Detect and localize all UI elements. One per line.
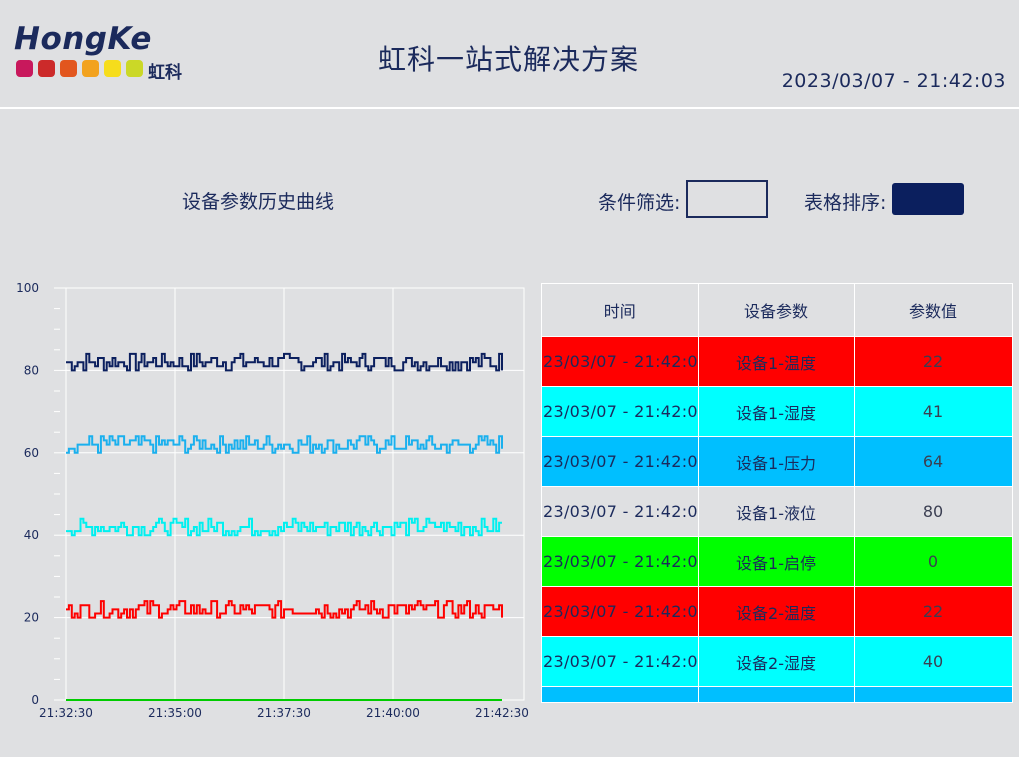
brand-logo: HongKe 虹科 [14,21,199,83]
table-cell-value [854,686,1012,702]
filter-input[interactable] [686,180,768,218]
x-tick-label: 21:37:30 [257,706,311,720]
datetime-display: 2023/03/07 - 21:42:03 [781,70,1006,92]
y-tick-label: 80 [24,363,39,377]
table-cell-time: 23/03/07 - 21:42:03 [542,386,699,437]
table-cell-param: 设备1-液位 [698,486,855,537]
table-cell-time: 23/03/07 - 21:42:03 [542,636,699,687]
table-cell-value: 80 [854,486,1012,537]
x-tick-label: 21:32:30 [39,706,93,720]
table-cell-param [698,686,855,702]
column-header-value[interactable]: 参数值 [854,284,1012,337]
table-cell-value: 40 [854,636,1012,687]
column-header-param[interactable]: 设备参数 [698,284,855,337]
x-tick-label: 21:40:00 [366,706,420,720]
table-cell-value: 22 [854,586,1012,637]
logo-color-swatches [16,60,143,77]
logo-swatch [126,60,143,77]
logo-swatch [82,60,99,77]
table-cell-param: 设备1-湿度 [698,386,855,437]
y-tick-label: 40 [24,528,39,542]
table-row[interactable]: 23/03/07 - 21:42:03 设备1-湿度 41 [542,386,1012,437]
series-line-3 [66,600,503,619]
table-cell-value: 41 [854,386,1012,437]
chart-title: 设备参数历史曲线 [182,191,335,213]
app-title: 虹科一站式解决方案 [378,43,640,76]
logo-swatch [16,60,33,77]
y-tick-label: 60 [24,446,39,460]
table-row[interactable]: 23/03/07 - 21:42:03 设备2-湿度 40 [542,636,1012,687]
table-cell-param: 设备2-温度 [698,586,855,637]
history-trend-chart: 0 20 40 60 80 100 21:32:30 21:35:00 21:37:30 21:4… [16,281,529,720]
table-cell-time: 23/03/07 - 21:42:03 [542,586,699,637]
y-tick-label: 20 [24,611,39,625]
table-row[interactable]: 23/03/07 - 21:42:03 设备1-温度 22 [542,336,1012,387]
series-line-1 [66,435,503,454]
series-line-0 [66,352,503,372]
table-cell-param: 设备2-湿度 [698,636,855,687]
table-row[interactable]: 23/03/07 - 21:42:03 设备1-启停 0 [542,536,1012,587]
table-cell-time [542,686,699,702]
y-tick-label: 0 [31,693,39,707]
table-header-row: 时间 设备参数 参数值 [542,284,1012,337]
table-cell-param: 设备1-温度 [698,336,855,387]
logo-chinese-name: 虹科 [148,63,182,83]
table-cell-value: 22 [854,336,1012,387]
header-divider [0,107,1019,109]
logo-wordmark: HongKe [14,21,152,57]
filter-label: 条件筛选: [598,192,681,214]
column-header-time[interactable]: 时间 [542,284,699,337]
table-cell-time: 23/03/07 - 21:42:03 [542,436,699,487]
y-tick-label: 100 [16,281,39,295]
data-table: 时间 设备参数 参数值 23/03/07 - 21:42:03 设备1-温度 22 2… [541,283,1013,703]
logo-swatch [60,60,77,77]
logo-swatch [38,60,55,77]
x-tick-label: 21:42:30 [475,706,529,720]
plot-frame [65,287,525,701]
table-row[interactable]: 23/03/07 - 21:42:03 设备1-液位 80 [542,486,1012,537]
logo-swatch [104,60,121,77]
sort-label: 表格排序: [804,192,887,214]
table-cell-value: 0 [854,536,1012,587]
table-row[interactable] [542,686,1012,702]
table-cell-time: 23/03/07 - 21:42:03 [542,486,699,537]
table-cell-time: 23/03/07 - 21:42:03 [542,536,699,587]
series-line-2 [66,517,502,537]
table-cell-time: 23/03/07 - 21:42:03 [542,336,699,387]
table-row[interactable]: 23/03/07 - 21:42:03 设备2-温度 22 [542,586,1012,637]
sort-button[interactable] [892,183,964,215]
x-tick-label: 21:35:00 [148,706,202,720]
table-cell-value: 64 [854,436,1012,487]
table-row[interactable]: 23/03/07 - 21:42:03 设备1-压力 64 [542,436,1012,487]
table-cell-param: 设备1-启停 [698,536,855,587]
table-cell-param: 设备1-压力 [698,436,855,487]
data-table-grid: 时间 设备参数 参数值 23/03/07 - 21:42:03 设备1-温度 22 2… [542,284,1012,702]
